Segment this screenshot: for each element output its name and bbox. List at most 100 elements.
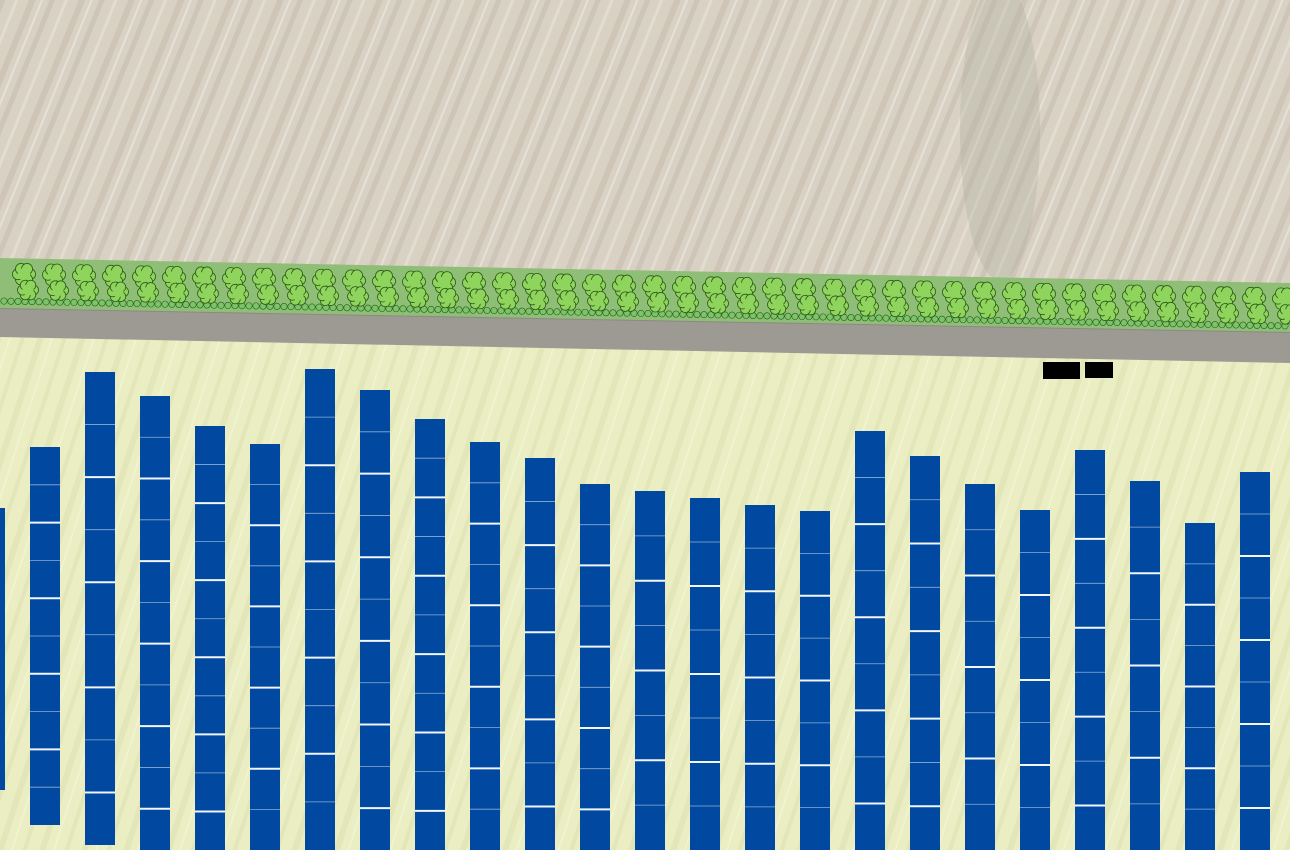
panel-row-13[interactable] (745, 505, 775, 850)
shrub-icon (875, 314, 883, 322)
inverter-station-a[interactable] (1043, 362, 1080, 379)
panel-row-9[interactable] (525, 458, 555, 850)
shrub-icon (1232, 321, 1240, 329)
agricultural-field (0, 0, 1290, 300)
shrub-icon (287, 303, 295, 311)
shrub-icon (371, 304, 379, 312)
shrub-icon (553, 308, 561, 316)
shrub-icon (609, 309, 617, 317)
shrub-icon (343, 304, 351, 312)
shrub-icon (784, 312, 792, 320)
shrub-icon (126, 300, 134, 308)
panel-row-4[interactable] (250, 444, 280, 850)
panel-row-19[interactable] (1075, 450, 1105, 850)
shrub-icon (910, 315, 918, 323)
shrub-icon (721, 311, 729, 319)
shrub-icon (42, 298, 50, 306)
shrub-icon (63, 298, 71, 306)
panel-row-7[interactable] (415, 419, 445, 850)
shrub-icon (1127, 319, 1135, 327)
panel-row-6[interactable] (360, 390, 390, 850)
shrub-icon (490, 307, 498, 315)
panel-row-22[interactable] (1240, 472, 1270, 850)
tree-icon (407, 287, 429, 308)
shrub-icon (364, 304, 372, 312)
shrub-icon (133, 300, 141, 308)
shrub-icon (1267, 322, 1275, 330)
shrub-icon (336, 304, 344, 312)
shrub-icon (483, 306, 491, 314)
tree-icon (1217, 303, 1239, 324)
panel-row-11[interactable] (635, 491, 665, 850)
tree-icon (257, 284, 279, 305)
shrub-icon (196, 301, 204, 309)
shrub-icon (7, 297, 15, 305)
shrub-icon (728, 311, 736, 319)
shrub-icon (308, 303, 316, 311)
tree-icon (887, 296, 909, 318)
panel-row-2[interactable] (140, 396, 170, 850)
tree-icon (432, 271, 456, 294)
shrub-icon (154, 300, 162, 308)
shrub-icon (273, 302, 281, 310)
shrub-icon (602, 309, 610, 317)
shrub-icon (1036, 317, 1044, 325)
shrub-icon (735, 311, 743, 319)
panel-row-21[interactable] (1185, 523, 1215, 850)
panel-row-18[interactable] (1020, 510, 1050, 850)
shrub-icon (462, 306, 470, 314)
shrub-icon (1141, 319, 1149, 327)
shrub-icon (1064, 318, 1072, 326)
panel-row-12[interactable] (690, 498, 720, 850)
panel-row-edge[interactable] (0, 508, 5, 790)
tree-icon (47, 280, 69, 301)
shrub-icon (1211, 321, 1219, 329)
tree-icon (1007, 299, 1029, 320)
shrub-icon (399, 305, 407, 313)
shrub-icon (945, 315, 953, 323)
shrub-icon (1057, 318, 1065, 326)
panel-row-15[interactable] (855, 431, 885, 850)
tree-icon (912, 280, 936, 303)
panel-row-8[interactable] (470, 442, 500, 850)
access-road (0, 306, 1290, 363)
tree-icon (402, 270, 426, 293)
tree-icon (917, 297, 939, 318)
shrub-icon (0, 297, 8, 305)
tree-icon (707, 293, 729, 314)
shrub-icon (854, 314, 862, 322)
tree-icon (287, 285, 309, 306)
shrub-icon (77, 299, 85, 307)
solar-panel-rows (0, 369, 1270, 850)
shrub-icon (224, 301, 232, 309)
panel-row-20[interactable] (1130, 481, 1160, 850)
inverter-station-b[interactable] (1085, 362, 1113, 378)
tree-icon (672, 275, 696, 299)
panel-row-17[interactable] (965, 484, 995, 850)
shrub-icon (826, 313, 834, 321)
shrub-icon (616, 309, 624, 317)
map-bottom-margin (0, 850, 1290, 854)
shrub-icon (819, 313, 827, 321)
tree-icon (1212, 286, 1236, 309)
shrub-icon (35, 298, 43, 306)
shrub-icon (392, 305, 400, 313)
panel-row-16[interactable] (910, 456, 940, 850)
panel-row-10[interactable] (580, 484, 610, 850)
tree-icon (1097, 300, 1119, 322)
tree-icon (377, 286, 399, 308)
shrub-icon (931, 315, 939, 323)
panel-row-14[interactable] (800, 511, 830, 850)
tree-icon (1277, 304, 1290, 325)
shrub-icon (161, 300, 169, 308)
shrub-icon (301, 303, 309, 311)
structures-layer (1043, 362, 1113, 379)
shrub-icon (280, 303, 288, 311)
panel-row-0[interactable] (30, 447, 60, 825)
shrub-icon (105, 299, 113, 307)
panel-row-5[interactable] (305, 369, 335, 850)
panel-row-3[interactable] (195, 426, 225, 850)
panel-row-1[interactable] (85, 372, 115, 845)
